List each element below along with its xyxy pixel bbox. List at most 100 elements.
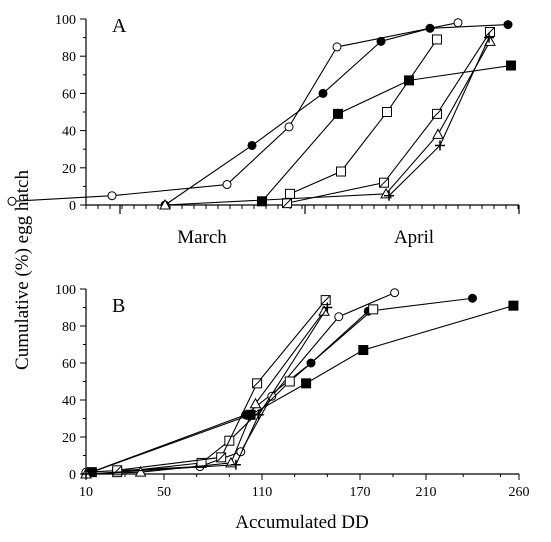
panel-a-point-crossed-square <box>432 108 442 119</box>
panel-b: B 0 20 40 60 80 100 10 50 110 170 210 260 Accumulat… <box>55 283 530 533</box>
panel-b-point-filled-square <box>508 300 519 311</box>
panel-b-series-open-triangle <box>80 305 330 479</box>
panel-b-series-line-open-circle <box>85 292 395 473</box>
panel-a-y-tick-label: 60 <box>62 87 76 102</box>
panel-a-point-filled-square <box>333 108 343 119</box>
panel-a-axes: 0 20 40 60 80 100 <box>55 13 520 214</box>
panel-a-series-line-filled-circle <box>164 24 509 206</box>
panel-a-y-tick-label: 100 <box>55 13 76 28</box>
panel-a-label: A <box>112 15 127 37</box>
panel-a-point-open-square <box>432 34 442 45</box>
panel-a-series-open-circle <box>7 18 463 206</box>
panel-b-series-line-crossed-square <box>117 299 327 471</box>
panel-b-point-open-triangle <box>318 305 330 316</box>
panel-b-x-tick-label: 170 <box>350 485 371 500</box>
panel-a-point-plus <box>384 190 394 201</box>
panel-a-point-crossed-square-slash <box>282 198 292 208</box>
panel-b-series-plus <box>81 302 333 479</box>
panel-a-series-line-open-square <box>289 39 438 195</box>
panel-b-series-line-open-triangle <box>85 310 325 475</box>
panel-a-point-crossed-square-slash <box>379 177 389 188</box>
panel-a-x-tick-label-march: March <box>177 227 227 248</box>
panel-b-point-filled-square <box>301 378 312 389</box>
panel-b-axes: 0 20 40 60 80 100 10 50 110 170 210 260 <box>55 283 530 500</box>
panel-b-point-crossed-square-slash <box>216 452 227 463</box>
panel-b-label: B <box>112 295 125 317</box>
panel-b-point-open-square <box>284 376 295 387</box>
panel-a-series <box>7 18 516 210</box>
panel-a-point-open-circle <box>284 122 294 132</box>
panel-b-series-line-plus <box>85 307 328 475</box>
panel-b-point-filled-square <box>358 345 369 356</box>
panel-b-series-filled-circle <box>81 293 477 479</box>
panel-b-x-tick-label: 210 <box>416 485 437 500</box>
panel-b-series-open-circle <box>81 288 400 477</box>
panel-a-series-line-crossed-square <box>286 31 491 204</box>
panel-b-point-open-triangle <box>134 466 147 477</box>
panel-a-point-crossed-square-slash <box>432 109 442 119</box>
panel-b-point-crossed-square-slash <box>252 378 262 389</box>
panel-a-point-open-square <box>336 166 346 177</box>
panel-b-point-crossed-square <box>252 378 263 389</box>
panel-a-y-tick-label: 0 <box>69 199 76 214</box>
panel-b-series-open-square <box>112 304 379 478</box>
panel-a-point-open-triangle <box>432 128 444 139</box>
panel-a-series-line-filled-square <box>261 64 512 202</box>
panel-a-point-filled-circle <box>318 88 328 98</box>
panel-b-point-open-square <box>368 304 379 315</box>
panel-b-point-open-circle <box>390 288 400 298</box>
panel-b-point-plus <box>230 459 241 470</box>
panel-b-y-tick-label: 60 <box>62 357 76 372</box>
panel-b-point-crossed-square-slash <box>320 295 331 305</box>
panel-b-x-axis-label: Accumulated DD <box>235 512 368 533</box>
panel-b-point-filled-circle <box>468 293 477 303</box>
panel-a-point-filled-square <box>506 60 516 71</box>
panel-a-point-open-circle <box>7 196 17 206</box>
panel-b-series-crossed-square <box>112 295 331 476</box>
panel-a-point-open-square <box>285 188 295 199</box>
panel-b-point-plus <box>322 302 333 313</box>
panel-b-point-open-circle <box>334 312 344 322</box>
panel-b-y-tick-label: 40 <box>62 394 76 409</box>
panel-b-y-tick-label: 100 <box>55 283 76 298</box>
panel-a-point-crossed-square <box>282 198 292 209</box>
panel-a-y-tick-label: 80 <box>62 50 76 65</box>
panel-a-point-crossed-square <box>485 27 495 38</box>
panel-b-y-tick-label: 20 <box>62 431 76 446</box>
panel-b-series-line-filled-circle <box>85 297 473 475</box>
panel-a-point-open-circle <box>107 191 117 201</box>
panel-b-x-tick-label: 50 <box>157 485 171 500</box>
panel-b-x-tick-label: 110 <box>252 485 272 500</box>
panel-b-series <box>80 288 519 479</box>
panel-b-point-crossed-square <box>320 295 331 306</box>
panel-a-point-open-circle <box>222 180 232 190</box>
panel-a: A 0 20 40 60 80 100 March April <box>7 13 520 248</box>
panel-a-point-plus <box>435 140 445 151</box>
panel-a-point-open-circle <box>332 42 342 52</box>
panel-a-y-tick-label: 20 <box>62 162 76 177</box>
panel-a-series-plus <box>384 32 494 201</box>
panel-a-series-line-open-triangle <box>164 41 491 206</box>
panel-b-y-tick-label: 80 <box>62 320 76 335</box>
panel-b-x-tick-label: 260 <box>509 485 530 500</box>
panel-a-point-filled-circle <box>376 36 386 46</box>
panel-a-point-filled-circle <box>247 140 257 150</box>
y-axis-label: Cumulative (%) egg hatch <box>12 170 33 370</box>
panel-b-point-open-triangle <box>249 397 262 409</box>
panel-b-series-line-filled-square <box>91 305 514 473</box>
panel-a-point-filled-circle <box>503 20 513 30</box>
panel-a-point-plus <box>484 32 494 43</box>
panel-a-y-tick-label: 40 <box>62 125 76 140</box>
panel-b-point-plus <box>253 409 264 420</box>
panel-a-series-line-open-circle <box>11 22 459 202</box>
panel-b-point-plus <box>81 469 91 479</box>
panel-a-series-crossed-square <box>282 27 495 209</box>
panel-a-point-crossed-square <box>379 177 389 188</box>
panel-a-series-open-square <box>285 34 442 199</box>
panel-a-point-open-circle <box>453 18 463 28</box>
panel-a-point-filled-square <box>257 196 267 207</box>
panel-a-x-tick-label-april: April <box>394 227 434 248</box>
panel-b-y-tick-label: 0 <box>69 468 76 483</box>
panel-a-point-open-triangle <box>159 198 171 210</box>
panel-b-point-crossed-square <box>216 452 227 463</box>
